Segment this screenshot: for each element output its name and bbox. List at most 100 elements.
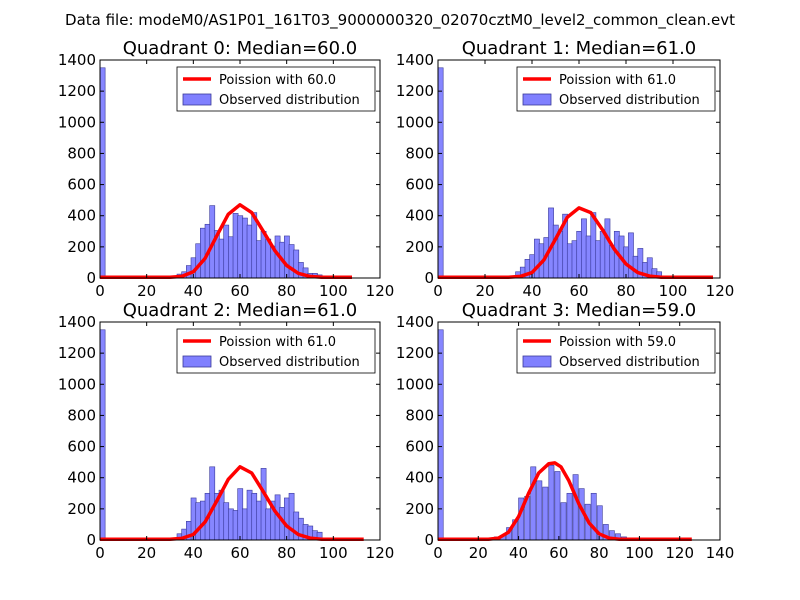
histogram-bar — [628, 232, 634, 279]
x-tick-label: 40 — [522, 282, 541, 300]
chart-quadrant-0: Quadrant 0: Median=60.00 20 40 60 80 100 12002… — [58, 38, 395, 300]
histogram-bar — [542, 486, 549, 541]
x-tick-label: 80 — [590, 544, 609, 562]
legend-label-observed: Observed distribution — [559, 355, 700, 370]
histogram-bar — [581, 218, 587, 279]
x-tick-label: 120 — [706, 282, 735, 300]
histogram-bar — [228, 508, 234, 541]
chart-quadrant-3: Quadrant 3: Median=59.0 0 20 40 60 80 100 120 14… — [396, 300, 735, 562]
legend-label-poisson: Poission with 61.0 — [559, 73, 676, 88]
y-tick-label: 1200 — [58, 82, 96, 100]
histogram-bar — [288, 244, 295, 279]
histogram-bar — [228, 236, 234, 279]
x-tick-label: 20 — [137, 282, 156, 300]
histogram-bar — [223, 502, 230, 541]
x-tick-label: 140 — [706, 544, 735, 562]
y-tick-label: 600 — [405, 438, 434, 456]
x-tick-label: 100 — [659, 282, 688, 300]
y-tick-label: 200 — [67, 238, 96, 256]
histogram-bar — [576, 230, 583, 279]
x-tick-label: 40 — [509, 544, 528, 562]
x-tick-label: 60 — [549, 544, 568, 562]
y-tick-label: 1200 — [396, 344, 434, 362]
y-tick-label: 800 — [405, 144, 434, 162]
x-tick-label: 80 — [277, 544, 296, 562]
histogram-bar — [585, 235, 592, 279]
histogram-bar — [251, 492, 258, 541]
histogram-bar — [560, 502, 567, 541]
y-tick-label: 600 — [405, 176, 434, 194]
y-tick-label: 1400 — [58, 51, 96, 69]
chart-quadrant-2: Quadrant 2: Median=61.00 20 40 60 80 100 12002… — [58, 300, 395, 562]
legend-label-observed: Observed distribution — [559, 93, 700, 108]
legend-bar-swatch — [522, 355, 552, 368]
y-tick-label: 1200 — [58, 344, 96, 362]
histogram-bar — [242, 217, 248, 279]
y-tick-label: 0 — [424, 269, 434, 287]
chart-title: Quadrant 3: Median=59.0 — [462, 300, 697, 321]
x-tick-label: 0 — [95, 544, 105, 562]
y-tick-label: 800 — [405, 406, 434, 424]
chart-title: Quadrant 2: Median=61.0 — [123, 300, 358, 321]
histogram-bar — [232, 510, 239, 541]
x-tick-label: 100 — [319, 282, 348, 300]
chart-title: Quadrant 0: Median=60.0 — [123, 38, 358, 59]
x-tick-label: 60 — [230, 282, 249, 300]
histogram-bar — [566, 492, 573, 541]
figure-title: Data file: modeM0/AS1P01_161T03_90000003… — [65, 11, 735, 30]
y-tick-label: 400 — [67, 469, 96, 487]
y-tick-label: 1400 — [396, 313, 434, 331]
y-tick-label: 600 — [67, 438, 96, 456]
x-tick-label: 60 — [569, 282, 588, 300]
legend-label-poisson: Poission with 61.0 — [219, 335, 336, 350]
histogram-bar — [242, 508, 248, 541]
chart-quadrant-1: Quadrant 1: Median=61.00 20 40 60 80 100 12002… — [396, 38, 735, 300]
histogram-bar — [604, 218, 611, 279]
y-tick-label: 1400 — [58, 313, 96, 331]
x-tick-label: 120 — [665, 544, 694, 562]
histogram-bar — [237, 488, 244, 541]
poisson-curve — [438, 206, 713, 279]
legend-label-poisson: Poission with 60.0 — [219, 73, 336, 88]
histogram-bar — [260, 468, 267, 541]
poisson-curve — [438, 461, 692, 541]
histogram-bar — [246, 224, 253, 279]
histogram-bar — [534, 238, 540, 279]
histogram-bar — [284, 235, 290, 279]
histogram-bar — [566, 243, 573, 279]
histogram-bar — [595, 240, 601, 279]
x-tick-label: 0 — [433, 544, 443, 562]
histogram-bar — [548, 464, 555, 541]
legend-bar-swatch — [182, 355, 212, 368]
y-tick-label: 200 — [67, 500, 96, 518]
chart-title: Quadrant 1: Median=61.0 — [462, 38, 697, 59]
histogram-bar — [256, 240, 262, 279]
poisson-curve — [100, 465, 364, 541]
histogram-bar — [571, 240, 578, 279]
x-tick-label: 120 — [366, 544, 395, 562]
histogram-bar — [590, 212, 597, 279]
x-tick-label: 20 — [475, 282, 494, 300]
histogram-bar — [536, 480, 543, 541]
y-tick-label: 1200 — [396, 82, 434, 100]
x-tick-label: 40 — [184, 544, 203, 562]
histogram-bar — [284, 497, 290, 541]
histogram-bar — [260, 230, 267, 279]
y-tick-label: 400 — [67, 207, 96, 225]
legend-label-observed: Observed distribution — [219, 355, 360, 370]
histogram-bar — [218, 238, 225, 279]
histogram-bar — [572, 474, 579, 541]
histogram-bar — [200, 227, 206, 279]
y-tick-label: 400 — [405, 469, 434, 487]
x-tick-label: 100 — [319, 544, 348, 562]
y-tick-label: 1000 — [396, 375, 434, 393]
x-tick-label: 100 — [625, 544, 654, 562]
histogram-bar — [232, 213, 239, 279]
histogram-bar — [237, 215, 244, 279]
x-tick-label: 20 — [469, 544, 488, 562]
y-tick-label: 600 — [67, 176, 96, 194]
legend-bar-swatch — [182, 93, 212, 106]
x-tick-label: 120 — [366, 282, 395, 300]
y-tick-label: 0 — [86, 269, 96, 287]
